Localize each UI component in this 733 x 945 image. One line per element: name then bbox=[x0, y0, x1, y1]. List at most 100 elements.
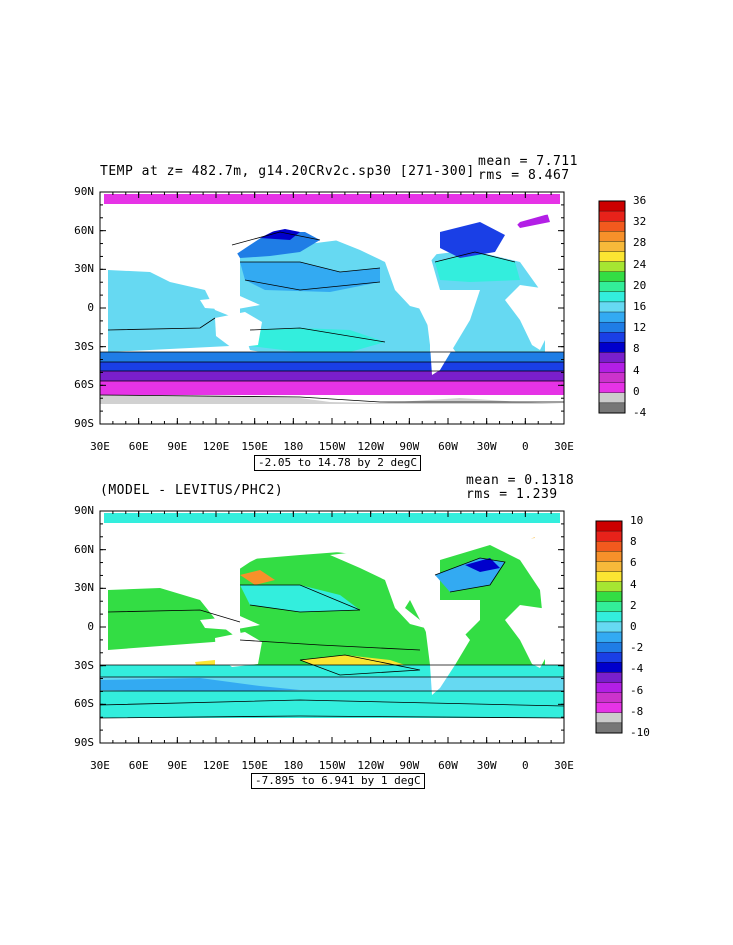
panel_top-lon-label: 120E bbox=[202, 440, 230, 453]
top-contours bbox=[100, 231, 564, 403]
top-arctic-band bbox=[104, 194, 560, 204]
panel_top-colorbar-label: 12 bbox=[633, 321, 647, 335]
panel_top-colorbar-swatch bbox=[598, 352, 626, 363]
panel_top-lat-label: 60S bbox=[74, 378, 94, 392]
bot-south-america bbox=[425, 625, 470, 695]
panel_top-colorbar-label: 20 bbox=[633, 278, 647, 292]
bot-kuroshio-warm bbox=[240, 570, 275, 585]
panel_top-colorbar-label: 32 bbox=[633, 215, 647, 229]
bottom-colorbar bbox=[595, 520, 623, 734]
panel_bottom-lon-label: 120E bbox=[202, 759, 230, 772]
top-maritime bbox=[200, 296, 260, 310]
panel_top-colorbar-swatch bbox=[598, 221, 626, 232]
panel_top-colorbar-swatch bbox=[598, 281, 626, 293]
top-band-4 bbox=[100, 362, 564, 371]
panel_bottom-lat-label: 60S bbox=[74, 697, 94, 711]
top-south-pacific-gyre bbox=[250, 328, 385, 352]
top-mean-stat: mean = 7.711 bbox=[478, 154, 578, 169]
top-north-atlantic-warm bbox=[435, 252, 520, 282]
panel_top-lat-label: 30N bbox=[74, 262, 94, 276]
panel_bottom-lat-label: 30S bbox=[74, 658, 94, 672]
panel_bottom-lat-label: 60N bbox=[74, 542, 94, 556]
panel_bottom-lat-label: 30N bbox=[74, 581, 94, 595]
panel_top-colorbar-label: 36 bbox=[633, 194, 647, 207]
panel_bottom-colorbar-frame bbox=[595, 520, 623, 734]
top-panel-title: TEMP at z= 482.7m, g14.20CRv2c.sp30 [271… bbox=[100, 164, 475, 179]
bottom-panel-title: (MODEL - LEVITUS/PHC2) bbox=[100, 483, 284, 498]
panel_top-colorbar-swatch bbox=[598, 402, 626, 414]
panel_top-colorbar-label: 4 bbox=[633, 363, 640, 377]
bottom-axis-ticks bbox=[99, 510, 565, 744]
panel_bottom-colorbar-swatch bbox=[595, 712, 623, 724]
panel_bottom-colorbar-swatch bbox=[595, 652, 623, 663]
top-north-america bbox=[330, 232, 440, 310]
bot-contours bbox=[100, 557, 564, 719]
panel_top-lat-label: 30S bbox=[74, 339, 94, 353]
panel_bottom-colorbar-swatch bbox=[595, 581, 623, 592]
panel_top-colorbar-swatch bbox=[598, 342, 626, 353]
panel_bottom-colorbar-label: 4 bbox=[630, 577, 637, 591]
panel_top-lat-label: 90S bbox=[74, 417, 94, 430]
panel_bottom-lon-label: 90W bbox=[399, 759, 420, 772]
top-kuroshio bbox=[232, 232, 320, 258]
panel_top-lon-label: 180 bbox=[283, 440, 304, 453]
panel_bottom-colorbar-swatch bbox=[595, 520, 623, 532]
bot-labrador-cold bbox=[465, 558, 500, 572]
panel_bottom-colorbar-label: 0 bbox=[630, 620, 637, 633]
bot-africa bbox=[505, 605, 560, 668]
top-band-0 bbox=[100, 381, 564, 395]
panel_bottom-lon-label: 150E bbox=[241, 759, 268, 772]
panel_top-colorbar-label: -4 bbox=[633, 406, 647, 419]
panel_bottom-colorbar-swatch bbox=[595, 591, 623, 602]
panel_bottom-colorbar-swatch bbox=[595, 530, 623, 542]
top-axis-ticks bbox=[99, 191, 565, 425]
top-indian-ocean bbox=[108, 270, 250, 352]
panel_top-colorbar-label: 28 bbox=[633, 236, 647, 250]
panel_bottom-colorbar-label: 10 bbox=[630, 514, 644, 527]
panel_bottom-lon-label: 60W bbox=[438, 759, 458, 772]
top-north-pacific-band bbox=[240, 262, 380, 292]
bottom-map bbox=[100, 511, 564, 743]
panel_top-colorbar-swatch bbox=[598, 321, 626, 333]
panel_bottom-colorbar-swatch bbox=[595, 621, 623, 633]
top-rms-stat: rms = 8.467 bbox=[478, 168, 570, 183]
panel_top-lon-label: 120W bbox=[357, 440, 384, 453]
panel_top-colorbar-label: 24 bbox=[633, 257, 647, 271]
panel_top-lon-label: 150W bbox=[318, 440, 346, 453]
bottom-rms-stat: rms = 1.239 bbox=[466, 487, 558, 502]
top-colorbar bbox=[598, 200, 626, 414]
panel_top-lon-label: 30E bbox=[554, 440, 574, 453]
panel_bottom-lon-label: 60E bbox=[128, 759, 149, 772]
panel_top-colorbar-swatch bbox=[598, 362, 626, 373]
bot-eurasia bbox=[100, 523, 564, 588]
top-band-2 bbox=[100, 371, 564, 381]
panel_bottom-colorbar-label: -2 bbox=[630, 641, 644, 655]
panel_top-lat-label: 90N bbox=[74, 185, 94, 198]
panel_bottom-colorbar-swatch bbox=[595, 601, 623, 613]
panel_bottom-lon-label: 150W bbox=[318, 759, 346, 772]
top-eurasia bbox=[100, 204, 564, 270]
panel_bottom-colorbar-swatch bbox=[595, 611, 623, 623]
panel_bottom-lat-label: 90N bbox=[74, 504, 94, 517]
panel_top-colorbar-swatch bbox=[598, 372, 626, 383]
panel_bottom-colorbar-swatch bbox=[595, 702, 623, 713]
panel_bottom-lon-label: 30E bbox=[554, 759, 574, 772]
panel_top-colorbar-label: 16 bbox=[633, 300, 647, 313]
top-south-america bbox=[425, 305, 470, 375]
panel_bottom-colorbar-swatch bbox=[595, 722, 623, 734]
panel_top-lon-label: 30W bbox=[476, 440, 497, 453]
panel_top-colorbar-swatch bbox=[598, 311, 626, 323]
panel_top-lat-label: 0 bbox=[87, 301, 94, 314]
panel_bottom-colorbar-label: 2 bbox=[630, 598, 637, 612]
panel_top-colorbar-swatch bbox=[598, 210, 626, 222]
panel_bottom-lon-label: 30W bbox=[476, 759, 497, 772]
panel_top-lon-label: 30E bbox=[90, 440, 110, 453]
panel_top-colorbar-swatch bbox=[598, 231, 626, 242]
panel_top-lon-label: 0 bbox=[522, 440, 529, 453]
panel_bottom-lon-label: 180 bbox=[283, 759, 304, 772]
panel_top-lon-label: 150E bbox=[241, 440, 268, 453]
bot-arctic-band bbox=[104, 513, 560, 523]
bottom-range-label: -7.895 to 6.941 by 1 degC bbox=[251, 773, 425, 789]
bot-southern-band-a bbox=[100, 665, 564, 677]
